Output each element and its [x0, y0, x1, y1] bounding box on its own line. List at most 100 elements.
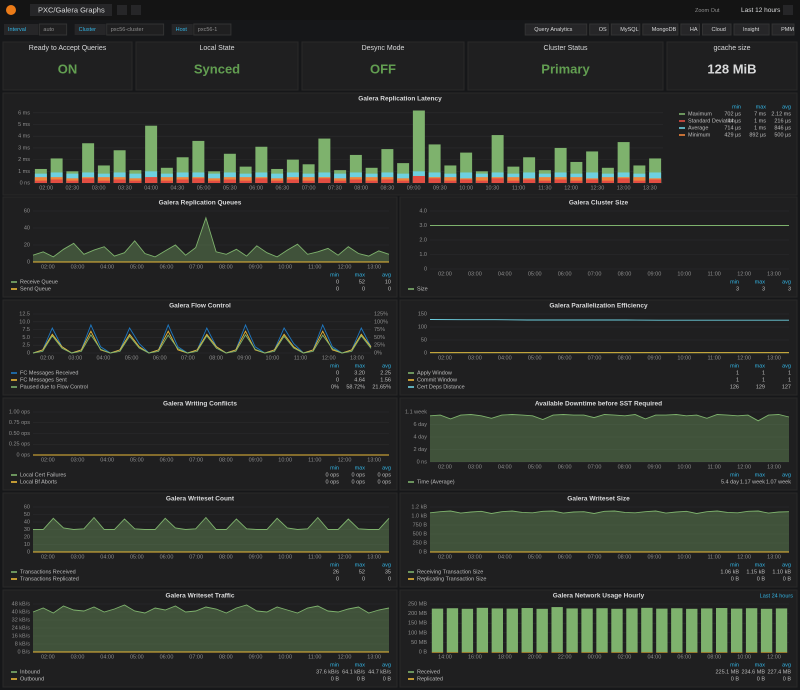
legend-column-header[interactable]: avg — [382, 465, 391, 471]
legend-column-header[interactable]: min — [730, 279, 739, 285]
dashboard-title[interactable]: PXC/Galera Graphs — [38, 5, 105, 14]
legend-avg: 10 — [385, 279, 391, 285]
legend-column-header[interactable]: min — [330, 662, 339, 668]
legend-column-header[interactable]: min — [330, 363, 339, 369]
legend-name[interactable]: Receive Queue — [20, 279, 58, 285]
bar — [397, 181, 409, 183]
legend-name[interactable]: Time (Average) — [417, 479, 455, 485]
legend-name[interactable]: Minimum — [688, 132, 711, 138]
link-label[interactable]: MySQL — [620, 27, 638, 33]
legend-column-header[interactable]: avg — [782, 662, 791, 668]
bar — [51, 179, 63, 183]
link-label[interactable]: HA — [690, 27, 698, 33]
legend-name[interactable]: Apply Window — [417, 370, 452, 376]
legend-name[interactable]: Local Bf Aborts — [20, 479, 57, 485]
y-tick-label: 2 day — [414, 447, 428, 453]
legend-name[interactable]: Maximum — [688, 111, 712, 117]
legend-name[interactable]: Transactions Received — [20, 569, 76, 575]
legend-name[interactable]: FC Messages Sent — [20, 377, 67, 383]
settings-button[interactable] — [131, 5, 141, 15]
legend-column-header[interactable]: max — [355, 363, 366, 369]
legend-column-header[interactable]: min — [730, 662, 739, 668]
legend-name[interactable]: Transactions Replicated — [20, 576, 79, 582]
legend-column-header[interactable]: max — [355, 465, 366, 471]
x-tick-label: 12:00 — [338, 264, 352, 270]
refresh-button[interactable] — [783, 5, 793, 15]
legend-column-header[interactable]: max — [355, 662, 366, 668]
link-label[interactable]: Insight — [743, 27, 760, 33]
legend-column-header[interactable]: min — [330, 272, 339, 278]
legend-column-header[interactable]: max — [355, 272, 366, 278]
legend-name[interactable]: Inbound — [20, 669, 40, 675]
x-tick-label: 03:00 — [92, 185, 106, 191]
legend-name[interactable]: Replicated — [417, 676, 443, 682]
legend-name[interactable]: Replicating Transaction Size — [417, 576, 486, 582]
legend-name[interactable]: FC Messages Received — [20, 370, 78, 376]
variable-value[interactable]: pxc56-cluster — [111, 27, 144, 33]
legend-column-header[interactable]: avg — [782, 472, 791, 478]
link-label[interactable]: MongoDB — [652, 27, 677, 33]
legend-name[interactable]: Cert Deps Distance — [417, 384, 465, 390]
bar — [447, 608, 458, 652]
legend-name[interactable]: Average — [688, 125, 708, 131]
stat-value: ON — [58, 61, 78, 76]
legend-column-header[interactable]: avg — [782, 562, 791, 568]
legend-column-header[interactable]: min — [730, 562, 739, 568]
legend-name[interactable]: Size — [417, 286, 428, 292]
variable-value[interactable]: auto — [43, 27, 54, 33]
legend-name[interactable]: Receiving Transaction Size — [417, 569, 483, 575]
legend-column-header[interactable]: avg — [782, 279, 791, 285]
x-tick-label: 11:30 — [538, 185, 551, 191]
x-tick-label: 06:00 — [153, 355, 167, 361]
legend-column-header[interactable]: avg — [382, 562, 391, 568]
x-tick-label: 02:00 — [438, 355, 452, 361]
x-tick-label: 16:00 — [468, 654, 482, 660]
grafana-logo[interactable] — [6, 5, 16, 15]
legend-column-header[interactable]: min — [330, 465, 339, 471]
bar — [477, 652, 488, 653]
legend-column-header[interactable]: min — [330, 562, 339, 568]
x-tick-label: 02:00 — [618, 654, 632, 660]
x-tick-label: 03:00 — [468, 271, 482, 277]
link-label[interactable]: Cloud — [712, 27, 726, 33]
legend-avg: 3 — [788, 286, 791, 292]
legend-column-header[interactable]: min — [730, 472, 739, 478]
legend-column-header[interactable]: max — [355, 562, 366, 568]
bar — [551, 652, 562, 653]
legend-name[interactable]: Outbound — [20, 676, 44, 682]
panel-title: Galera Network Usage Hourly — [553, 593, 645, 600]
legend-column-header[interactable]: max — [755, 562, 766, 568]
link-label[interactable]: Query Analytics — [534, 27, 572, 33]
bar — [761, 652, 772, 653]
x-tick-label: 10:00 — [677, 355, 691, 361]
legend-column-header[interactable]: avg — [382, 662, 391, 668]
legend-column-header[interactable]: avg — [382, 272, 391, 278]
variable-value[interactable]: pxc56-1 — [198, 27, 218, 33]
panel-title: Galera Writing Conflicts — [163, 401, 237, 408]
legend-column-header[interactable]: avg — [382, 363, 391, 369]
y-tick-label: 4.0 — [419, 208, 427, 214]
legend-name[interactable]: Received — [417, 669, 440, 675]
legend-column-header[interactable]: max — [755, 363, 766, 369]
share-button[interactable] — [117, 5, 127, 15]
legend-name[interactable]: Local Cert Failures — [20, 472, 66, 478]
legend-min: 429 µs — [724, 132, 741, 138]
time-range[interactable]: Last 12 hours — [741, 7, 781, 14]
legend-column-header[interactable]: avg — [782, 104, 791, 110]
legend-name[interactable]: Send Queue — [20, 286, 51, 292]
legend-column-header[interactable]: avg — [782, 363, 791, 369]
legend-column-header[interactable]: min — [730, 363, 739, 369]
legend-column-header[interactable]: min — [732, 104, 741, 110]
legend-column-header[interactable]: max — [755, 662, 766, 668]
legend-column-header[interactable]: max — [755, 279, 766, 285]
x-tick-label: 06:00 — [160, 264, 174, 270]
x-tick-label: 08:00 — [618, 355, 632, 361]
legend-column-header[interactable]: max — [756, 104, 767, 110]
panel-title: Galera Parallelization Efficiency — [549, 303, 648, 310]
link-label[interactable]: PMM — [781, 27, 794, 33]
legend-column-header[interactable]: max — [755, 472, 766, 478]
legend-name[interactable]: Paused due to Flow Control — [20, 384, 88, 390]
link-label[interactable]: OS — [599, 27, 607, 33]
zoom-out[interactable]: Zoom Out — [695, 8, 720, 14]
legend-name[interactable]: Commit Window — [417, 377, 457, 383]
